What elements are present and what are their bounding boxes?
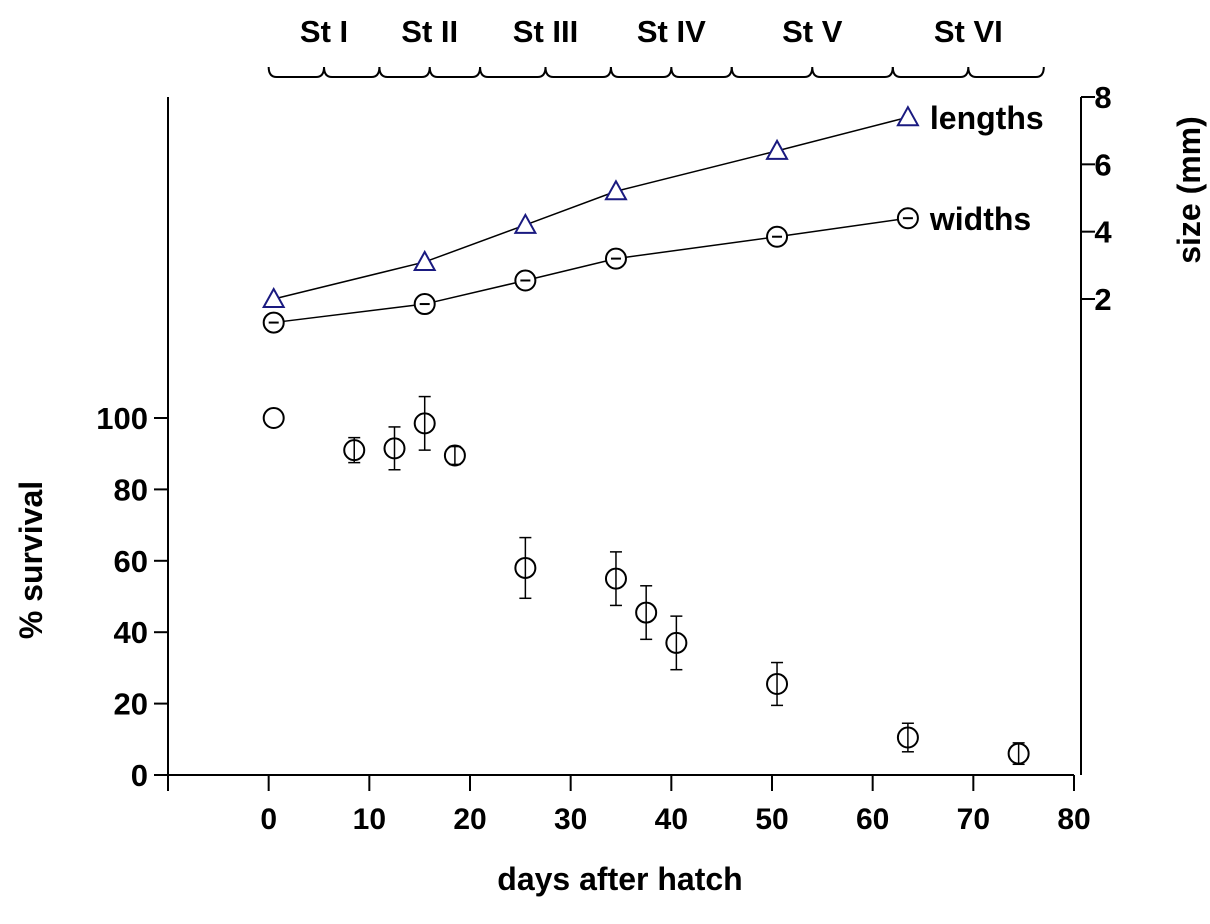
x-axis-title: days after hatch [497,861,742,897]
stage-label: St IV [637,14,706,49]
survival-point [413,412,436,435]
x-tick-label: 20 [453,803,486,836]
lengths-point [513,212,538,234]
stage-brace [378,66,482,78]
stage-brace [479,66,612,78]
x-tick-label: 50 [755,803,788,836]
x-tick-label: 70 [957,803,990,836]
survival-series [262,395,1030,766]
lengths-point [765,138,789,160]
left-tick-label: 0 [131,758,148,793]
right-tick-label: 4 [1094,215,1112,250]
axes: 0 10 20 30 40 50 60 70 80 0 20 40 60 80 100 2 4 6 8 [96,80,1112,836]
survival-point [766,672,789,695]
survival-point [896,726,919,749]
survival-point [262,407,285,429]
size-series: lengths widths [262,100,1044,334]
stage-label: St VI [934,14,1003,49]
stage-brace [609,66,733,78]
right-tick-label: 2 [1094,282,1111,317]
x-tick-label: 10 [353,803,386,836]
survival-point [443,444,466,467]
survival-point [604,567,627,590]
lengths-line [273,116,909,300]
x-tick-label: 0 [260,803,277,836]
x-tick-label: 60 [856,803,889,836]
stage-label: St I [300,14,348,49]
lengths-point [896,105,920,127]
survival-point [343,439,366,462]
stage-brace [891,66,1045,78]
stage-brackets: St I St II St III St IV St V St VI [267,14,1045,78]
lengths-label: lengths [930,100,1044,136]
left-tick-label: 40 [114,615,148,650]
x-tick-label: 80 [1057,803,1090,836]
left-tick-label: 20 [114,687,148,722]
left-axis-title: % survival [13,481,49,639]
widths-line [273,217,909,324]
lengths-point [413,249,437,271]
survival-point [514,556,537,579]
survival-point [665,631,688,654]
left-tick-label: 80 [114,472,148,507]
right-axis-title: size (mm) [1171,116,1207,264]
stage-brace [267,66,381,78]
x-tick-label: 30 [554,803,587,836]
right-tick-label: 8 [1094,80,1111,115]
stage-label: St V [782,14,843,49]
lengths-point [262,286,286,308]
survival-point [383,437,406,460]
x-tick-label: 40 [655,803,688,836]
right-tick-label: 6 [1094,147,1111,182]
stage-brace [730,66,894,78]
left-tick-label: 100 [96,401,148,436]
survival-point [635,601,658,624]
stage-label: St II [401,14,458,49]
survival-point [1007,742,1030,765]
stage-label: St III [513,14,578,49]
widths-label: widths [929,201,1031,237]
left-tick-label: 60 [114,544,148,579]
lengths-point [604,179,628,201]
